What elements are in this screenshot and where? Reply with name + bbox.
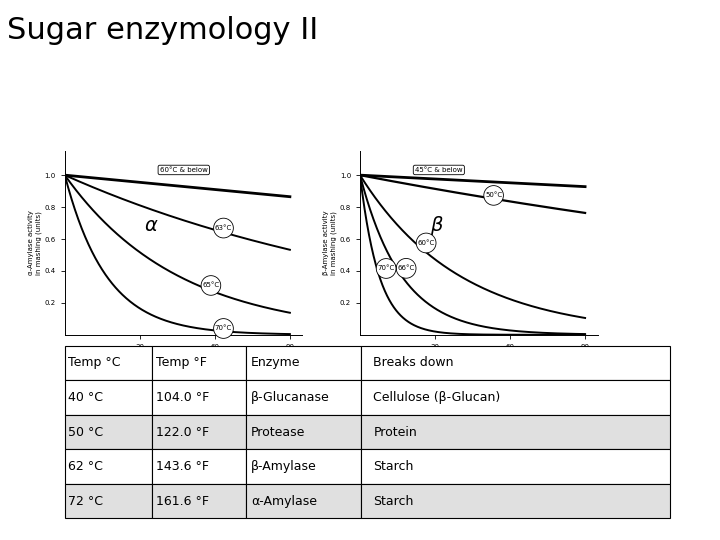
Text: 63°C: 63°C (215, 225, 232, 231)
Text: α-Amylase: α-Amylase (251, 495, 317, 508)
Text: Protease: Protease (251, 426, 305, 438)
Text: 60°C & below: 60°C & below (160, 167, 207, 173)
Text: 50°C: 50°C (485, 192, 502, 198)
Text: 60°C: 60°C (418, 240, 435, 246)
Text: Starch: Starch (374, 495, 414, 508)
Text: 45°C & below: 45°C & below (415, 167, 463, 173)
Text: Temp °F: Temp °F (156, 356, 207, 369)
Text: α: α (145, 216, 158, 235)
Text: β-Glucanase: β-Glucanase (251, 391, 330, 404)
Text: Sugar enzymology II: Sugar enzymology II (7, 16, 318, 45)
Text: 72 °C: 72 °C (68, 495, 103, 508)
Text: 66°C: 66°C (397, 265, 415, 271)
Text: Cellulose (β-Glucan): Cellulose (β-Glucan) (374, 391, 500, 404)
Y-axis label: β-Amylase activity
in mashing (units): β-Amylase activity in mashing (units) (323, 211, 337, 275)
Text: 161.6 °F: 161.6 °F (156, 495, 210, 508)
Text: Protein: Protein (374, 426, 417, 438)
Text: Enzyme: Enzyme (251, 356, 300, 369)
Text: Temp °C: Temp °C (68, 356, 121, 369)
Text: 62 °C: 62 °C (68, 460, 103, 473)
Text: Breaks down: Breaks down (374, 356, 454, 369)
X-axis label: Time (minutes): Time (minutes) (452, 353, 505, 359)
X-axis label: Time (minutes): Time (minutes) (157, 353, 210, 359)
Text: 70°C: 70°C (377, 266, 395, 272)
Text: 50 °C: 50 °C (68, 426, 104, 438)
Text: 40 °C: 40 °C (68, 391, 103, 404)
Text: 143.6 °F: 143.6 °F (156, 460, 210, 473)
Text: Starch: Starch (374, 460, 414, 473)
Text: 104.0 °F: 104.0 °F (156, 391, 210, 404)
Text: β-Amylase: β-Amylase (251, 460, 317, 473)
Y-axis label: α-Amylase activity
in mashing (units): α-Amylase activity in mashing (units) (28, 211, 42, 275)
Text: 65°C: 65°C (202, 282, 220, 288)
Text: 70°C: 70°C (215, 326, 232, 332)
Text: β: β (430, 216, 443, 235)
Text: 122.0 °F: 122.0 °F (156, 426, 210, 438)
